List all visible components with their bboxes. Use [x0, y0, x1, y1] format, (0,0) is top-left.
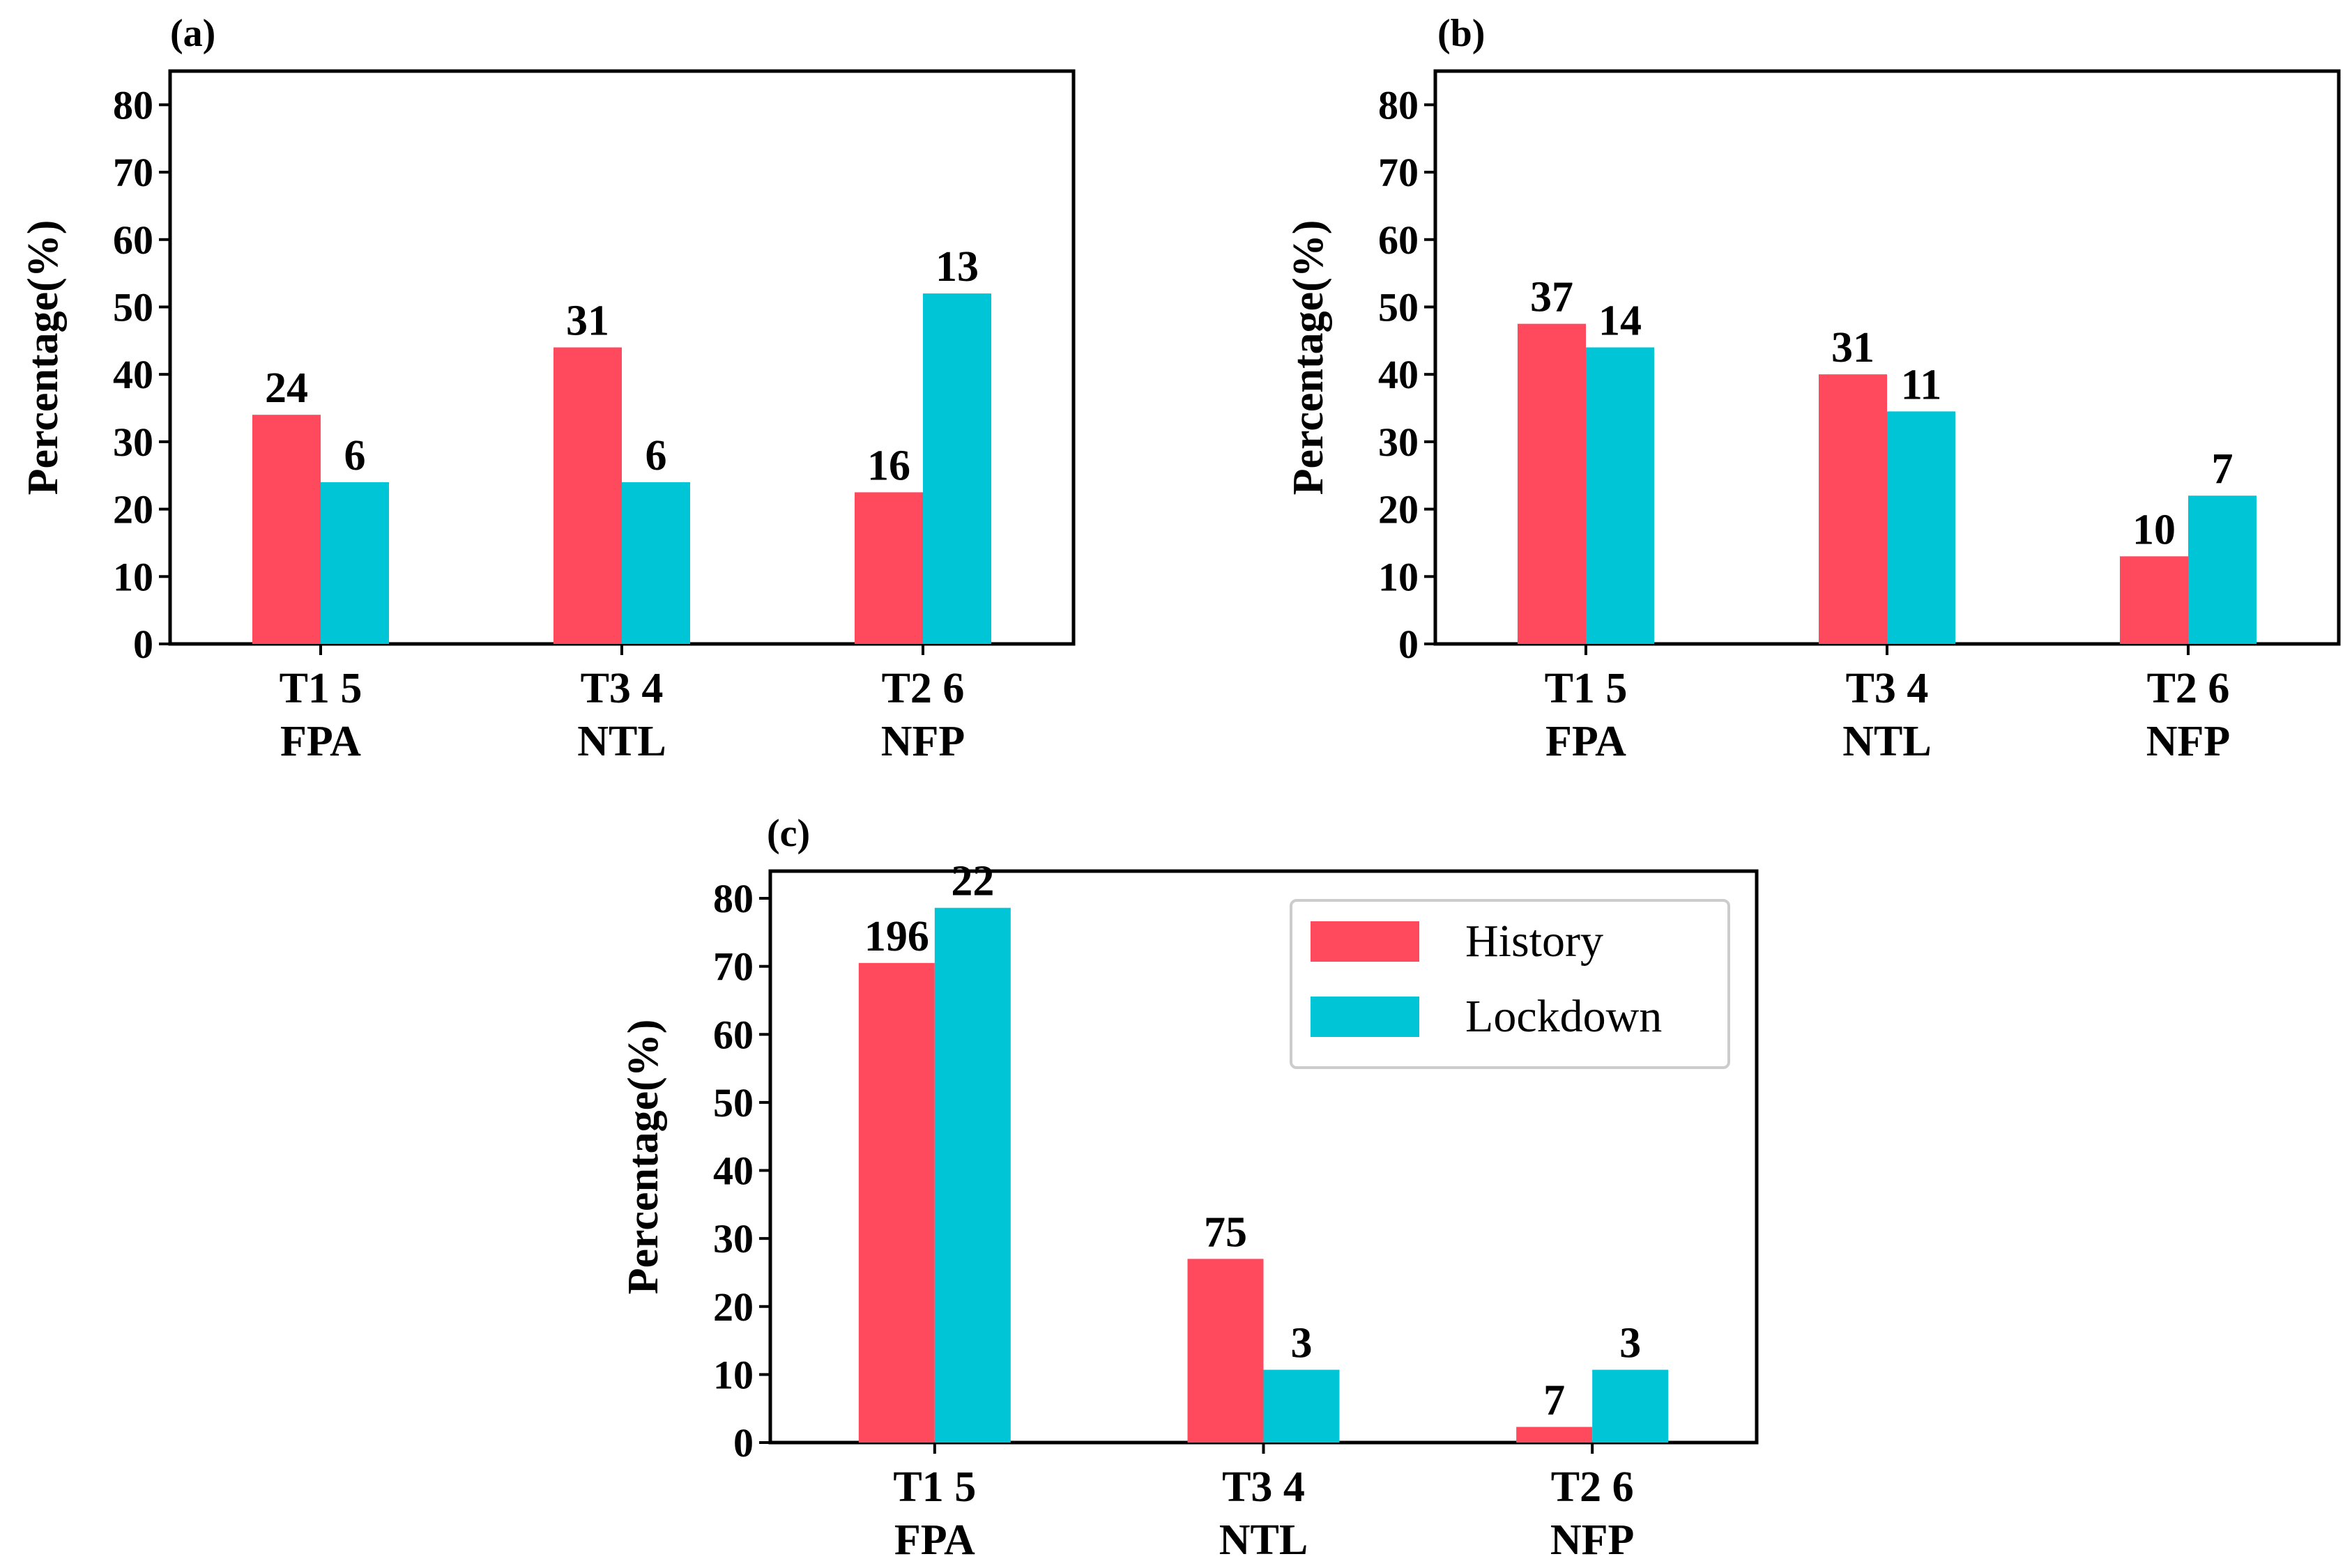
- data-label: 10: [2132, 506, 2176, 553]
- panel-a: (a) 0 10 20 30 40 50 60 70 80 Percentage(%) T1 5 FPA…: [20, 12, 1076, 765]
- y-tick-label: 30: [713, 1216, 754, 1261]
- y-tick-label: 50: [713, 1080, 754, 1125]
- x-tick-label: T3 4: [1846, 665, 1929, 712]
- bar-history: [1187, 1259, 1264, 1443]
- x-tick-label: T1 5: [280, 665, 362, 712]
- x-tick-sublabel: NTL: [1842, 718, 1931, 765]
- bar-history: [1518, 323, 1586, 644]
- panel-label: (c): [767, 812, 810, 855]
- y-tick-label: 30: [1378, 420, 1419, 465]
- y-tick-label: 60: [113, 217, 153, 263]
- x-tick-sublabel: NFP: [881, 718, 965, 765]
- legend: History Lockdown: [1290, 899, 1730, 1069]
- data-label: 16: [867, 442, 910, 489]
- data-label: 196: [864, 913, 929, 960]
- x-tick-label: T2 6: [882, 665, 965, 712]
- data-label: 75: [1204, 1208, 1247, 1256]
- data-label: 11: [1901, 361, 1942, 408]
- data-label: 3: [1619, 1320, 1641, 1367]
- bar-history: [1516, 1427, 1593, 1443]
- data-label: 22: [951, 858, 994, 905]
- data-label: 37: [1530, 274, 1573, 321]
- panel-b: (b) 0 10 20 30 40 50 60 70 80 Percentage(%) T1 5 FPA…: [1285, 12, 2341, 765]
- y-tick-label: 80: [713, 876, 754, 921]
- y-tick-label: 40: [713, 1148, 754, 1194]
- y-tick-label: 50: [113, 284, 153, 330]
- bar-history: [2120, 556, 2188, 644]
- y-tick-label: 60: [1378, 217, 1419, 263]
- y-tick-label: 40: [1378, 352, 1419, 397]
- data-label: 7: [1543, 1377, 1565, 1424]
- data-label: 7: [2212, 445, 2233, 493]
- y-axis-title: Percentage(%): [20, 220, 67, 495]
- x-tick-sublabel: NFP: [2146, 718, 2231, 765]
- data-label: 14: [1598, 297, 1642, 344]
- legend-label-history: History: [1465, 916, 1603, 967]
- x-tick-sublabel: FPA: [280, 718, 361, 765]
- y-tick-label: 60: [713, 1012, 754, 1057]
- legend-swatch-lockdown: [1311, 997, 1419, 1037]
- bar-lockdown: [1586, 347, 1654, 644]
- x-tick-label: T3 4: [581, 665, 664, 712]
- legend-label-lockdown: Lockdown: [1465, 991, 1662, 1042]
- x-tick-sublabel: NFP: [1550, 1516, 1635, 1564]
- bar-history: [855, 492, 923, 644]
- bar-lockdown: [1263, 1369, 1340, 1443]
- y-axis-title: Percentage(%): [1285, 220, 1332, 495]
- bar-history: [1819, 374, 1887, 644]
- y-tick-label: 70: [713, 944, 754, 990]
- x-tick-label: T1 5: [1545, 665, 1628, 712]
- y-tick-label: 50: [1378, 284, 1419, 330]
- x-tick-label: T3 4: [1222, 1463, 1305, 1511]
- panel-label: (a): [170, 12, 215, 55]
- data-label: 6: [344, 432, 366, 479]
- x-tick-label: T2 6: [2147, 665, 2230, 712]
- bar-lockdown: [934, 907, 1011, 1443]
- y-tick-label: 30: [113, 420, 153, 465]
- legend-swatch-history: [1311, 921, 1419, 962]
- x-tick-sublabel: NTL: [577, 718, 666, 765]
- y-tick-label: 0: [133, 622, 153, 667]
- bar-history: [252, 415, 321, 644]
- panel-c: (c) 0 10 20 30 40 50 60 70 80 Percentage(%) T1 5 FPA…: [620, 812, 1759, 1564]
- bar-lockdown: [1887, 411, 1955, 644]
- y-tick-label: 0: [1398, 622, 1419, 667]
- bar-lockdown: [923, 293, 991, 644]
- y-tick-label: 10: [713, 1352, 754, 1397]
- x-tick-sublabel: NTL: [1219, 1516, 1308, 1564]
- y-axis-title: Percentage(%): [620, 1020, 667, 1295]
- y-tick-label: 40: [113, 352, 153, 397]
- data-label: 24: [265, 364, 308, 412]
- y-tick-label: 0: [733, 1420, 754, 1466]
- bar-history: [858, 962, 935, 1443]
- y-tick-label: 70: [113, 150, 153, 195]
- y-tick-label: 20: [713, 1284, 754, 1330]
- x-tick-sublabel: FPA: [1545, 718, 1626, 765]
- data-label: 3: [1291, 1320, 1313, 1367]
- bar-lockdown: [321, 482, 389, 644]
- x-tick-sublabel: FPA: [894, 1516, 975, 1564]
- y-tick-label: 80: [1378, 82, 1419, 128]
- x-tick-label: T2 6: [1551, 1463, 1634, 1511]
- y-tick-label: 80: [113, 82, 153, 128]
- y-tick-label: 20: [113, 487, 153, 532]
- bar-lockdown: [622, 482, 690, 644]
- y-tick-label: 10: [1378, 554, 1419, 599]
- bar-history: [553, 347, 622, 644]
- x-tick-label: T1 5: [893, 1463, 976, 1511]
- bar-lockdown: [2188, 495, 2256, 644]
- data-label: 31: [1831, 324, 1874, 371]
- y-tick-label: 70: [1378, 150, 1419, 195]
- y-tick-label: 20: [1378, 487, 1419, 532]
- panel-label: (b): [1437, 12, 1485, 55]
- data-label: 13: [936, 243, 979, 291]
- y-tick-label: 10: [113, 554, 153, 599]
- bar-lockdown: [1592, 1369, 1669, 1443]
- data-label: 6: [646, 432, 667, 479]
- data-label: 31: [566, 297, 609, 344]
